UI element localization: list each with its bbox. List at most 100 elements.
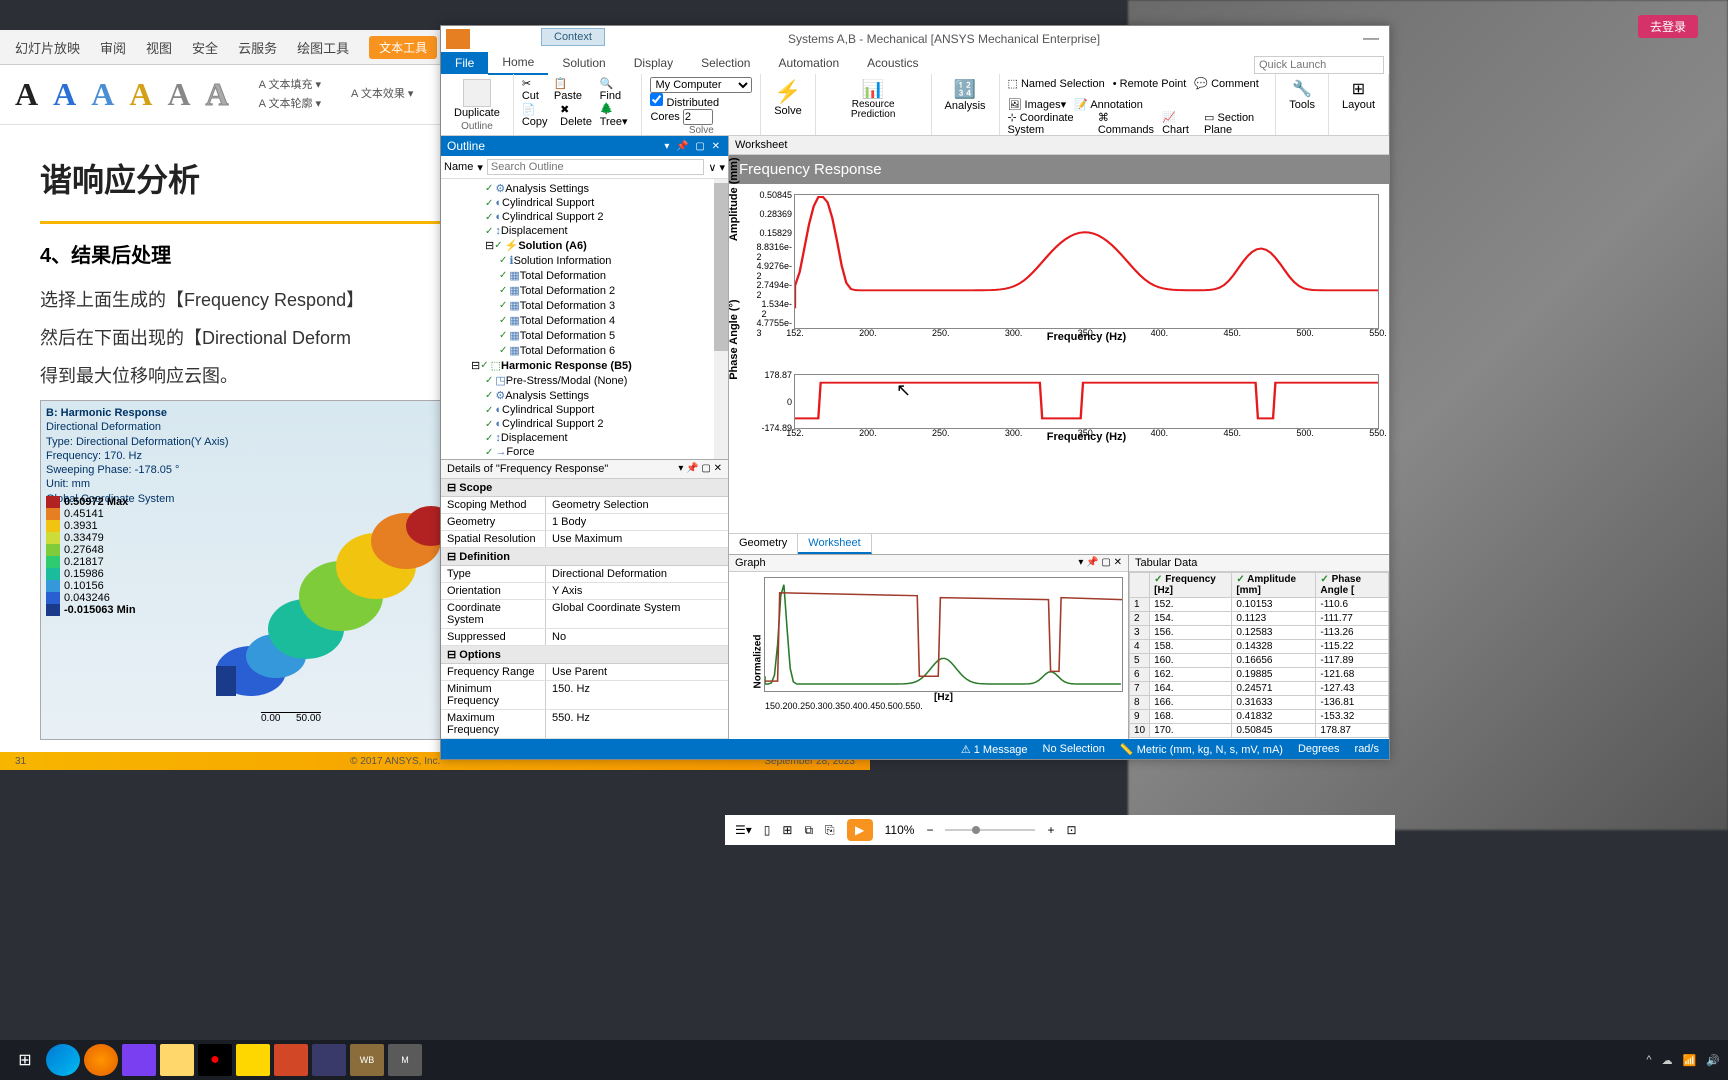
search-outline-input[interactable] — [487, 159, 704, 175]
menu-acoustics[interactable]: Acoustics — [853, 52, 932, 74]
tree-button[interactable]: 🌲 Tree▾ — [600, 102, 634, 128]
fit-button[interactable]: ⊡ — [1066, 823, 1076, 837]
tree-item[interactable]: ⊟ ✓⚡ Solution (A6) — [443, 238, 726, 253]
text-fill-option[interactable]: A 文本填充 ▾ — [259, 76, 321, 95]
zoom-slider[interactable] — [945, 829, 1035, 831]
ppt-tab[interactable]: 绘图工具 — [297, 38, 349, 57]
copy-button[interactable]: 📄 Copy — [522, 103, 554, 128]
tree-item[interactable]: ✓◐ Cylindrical Support — [443, 196, 726, 210]
tabular-data-table[interactable]: ✓ Frequency [Hz]✓ Amplitude [mm]✓ Phase … — [1129, 572, 1389, 739]
volume-icon[interactable]: 🔊 — [1706, 1054, 1720, 1067]
chart-button[interactable]: 📈 Chart — [1162, 111, 1196, 136]
style-A[interactable]: A — [206, 76, 229, 113]
powerpoint-icon[interactable] — [274, 1044, 308, 1076]
ppt-tab[interactable]: 审阅 — [100, 38, 126, 57]
style-A[interactable]: A — [167, 76, 190, 113]
wifi-icon[interactable]: 📶 — [1683, 1054, 1697, 1067]
duplicate-button[interactable]: Duplicate — [449, 77, 505, 121]
tree-item[interactable]: ✓↕ Displacement — [443, 431, 726, 445]
cores-input[interactable] — [683, 109, 713, 125]
app-icon[interactable] — [312, 1044, 346, 1076]
cut-button[interactable]: ✂ Cut — [522, 77, 548, 102]
comment-button[interactable]: 💬 Comment — [1194, 77, 1258, 90]
tree-item[interactable]: ✓◳ Pre-Stress/Modal (None) — [443, 373, 726, 388]
menu-automation[interactable]: Automation — [764, 52, 853, 74]
tab-worksheet[interactable]: Worksheet — [798, 534, 871, 554]
zoom-out-button[interactable]: − — [926, 823, 933, 837]
menu-display[interactable]: Display — [620, 52, 687, 74]
panel-controls[interactable]: ▾ 📌 ▢ ✕ — [664, 141, 722, 152]
ppt-tab[interactable]: 幻灯片放映 — [15, 38, 80, 57]
edge-icon[interactable] — [46, 1044, 80, 1076]
ppt-tab[interactable]: 安全 — [192, 38, 218, 57]
copy-icon[interactable]: ⎘ — [825, 823, 835, 838]
menu-selection[interactable]: Selection — [687, 52, 764, 74]
coord-system-button[interactable]: ⊹ Coordinate System — [1008, 111, 1090, 136]
commands-button[interactable]: ⌘ Commands — [1098, 111, 1154, 136]
tree-item[interactable]: ✓◐ Cylindrical Support 2 — [443, 210, 726, 224]
outline-tree[interactable]: ✓⚙ Analysis Settings✓◐ Cylindrical Suppo… — [441, 179, 728, 459]
login-button[interactable]: 去登录 — [1638, 15, 1698, 38]
style-A[interactable]: A — [53, 76, 76, 113]
workbench-icon[interactable]: WB — [350, 1044, 384, 1076]
analysis-button[interactable]: 🔢Analysis — [940, 77, 991, 114]
delete-button[interactable]: ✖ Delete — [560, 103, 594, 128]
named-selection-button[interactable]: ⬚ Named Selection — [1008, 77, 1105, 90]
text-outline-option[interactable]: A 文本轮廓 ▾ — [259, 95, 321, 114]
remote-point-button[interactable]: • Remote Point — [1113, 78, 1187, 90]
tree-item[interactable]: ✓▦ Total Deformation — [443, 268, 726, 283]
tree-item[interactable]: ✓▦ Total Deformation 4 — [443, 313, 726, 328]
play-button[interactable]: ▶ — [847, 819, 873, 841]
menu-solution[interactable]: Solution — [548, 52, 619, 74]
annotation-button[interactable]: 📝 Annotation — [1074, 98, 1143, 111]
tree-item[interactable]: ✓→ Force — [443, 445, 726, 459]
find-button[interactable]: 🔍 Find — [600, 77, 634, 102]
context-tab[interactable]: Context — [541, 28, 605, 46]
resource-prediction-button[interactable]: 📊Resource Prediction — [824, 77, 923, 122]
tree-item[interactable]: ✓◐ Cylindrical Support 2 — [443, 417, 726, 431]
view-grid-icon[interactable]: ⊞ — [782, 823, 792, 837]
solve-button[interactable]: ⚡Solve — [769, 77, 807, 119]
tree-item[interactable]: ✓⚙ Analysis Settings — [443, 388, 726, 403]
tree-item[interactable]: ✓▦ Total Deformation 2 — [443, 283, 726, 298]
panel-controls[interactable]: ▾ 📌 ▢ ✕ — [678, 463, 722, 475]
system-tray[interactable]: ^ ☁ 📶 🔊 — [1646, 1054, 1720, 1067]
tools-button[interactable]: 🔧Tools — [1284, 77, 1320, 113]
tree-item[interactable]: ✓▦ Total Deformation 5 — [443, 328, 726, 343]
start-button[interactable]: ⊞ — [8, 1044, 42, 1076]
tree-item[interactable]: ✓↕ Displacement — [443, 224, 726, 238]
compute-target-select[interactable]: My Computer — [650, 77, 752, 93]
ppt-tab[interactable]: 云服务 — [238, 38, 277, 57]
mechanical-icon[interactable]: M — [388, 1044, 422, 1076]
name-dropdown[interactable]: ▾ — [477, 161, 483, 174]
menu-home[interactable]: Home — [488, 51, 548, 75]
text-tool-button[interactable]: 文本工具 — [369, 36, 437, 59]
zoom-in-button[interactable]: + — [1047, 823, 1054, 837]
tree-item[interactable]: ✓◐ Cylindrical Support — [443, 403, 726, 417]
paste-button[interactable]: 📋 Paste — [554, 77, 594, 102]
cloud-icon[interactable]: ☁ — [1662, 1054, 1673, 1067]
app-icon[interactable] — [122, 1044, 156, 1076]
menu-file[interactable]: File — [441, 52, 488, 74]
menu-icon[interactable]: ☰▾ — [735, 823, 752, 837]
tree-item[interactable]: ✓ℹ Solution Information — [443, 253, 726, 268]
quick-launch-input[interactable] — [1254, 56, 1384, 74]
tree-item[interactable]: ⊟ ✓⬚ Harmonic Response (B5) — [443, 358, 726, 373]
app-icon[interactable] — [236, 1044, 270, 1076]
panel-controls[interactable]: ▾ 📌 ▢ ✕ — [1078, 557, 1122, 569]
layout-button[interactable]: ⊞Layout — [1337, 77, 1380, 113]
record-icon[interactable]: ● — [198, 1044, 232, 1076]
tree-item[interactable]: ✓⚙ Analysis Settings — [443, 181, 726, 196]
style-A[interactable]: A — [15, 76, 38, 113]
section-plane-button[interactable]: ▭ Section Plane — [1204, 111, 1267, 136]
firefox-icon[interactable] — [84, 1044, 118, 1076]
tree-item[interactable]: ✓▦ Total Deformation 3 — [443, 298, 726, 313]
explorer-icon[interactable] — [160, 1044, 194, 1076]
text-effects-option[interactable]: A 文本效果 ▾ — [351, 85, 413, 104]
tree-item[interactable]: ✓▦ Total Deformation 6 — [443, 343, 726, 358]
message-count[interactable]: ⚠ 1 Message — [961, 743, 1028, 756]
view-split-icon[interactable]: ⧉ — [804, 823, 813, 838]
ppt-tab[interactable]: 视图 — [146, 38, 172, 57]
images-button[interactable]: 🖼 Images▾ — [1008, 98, 1067, 111]
search-dropdown[interactable]: ∨ ▾ — [708, 161, 725, 174]
